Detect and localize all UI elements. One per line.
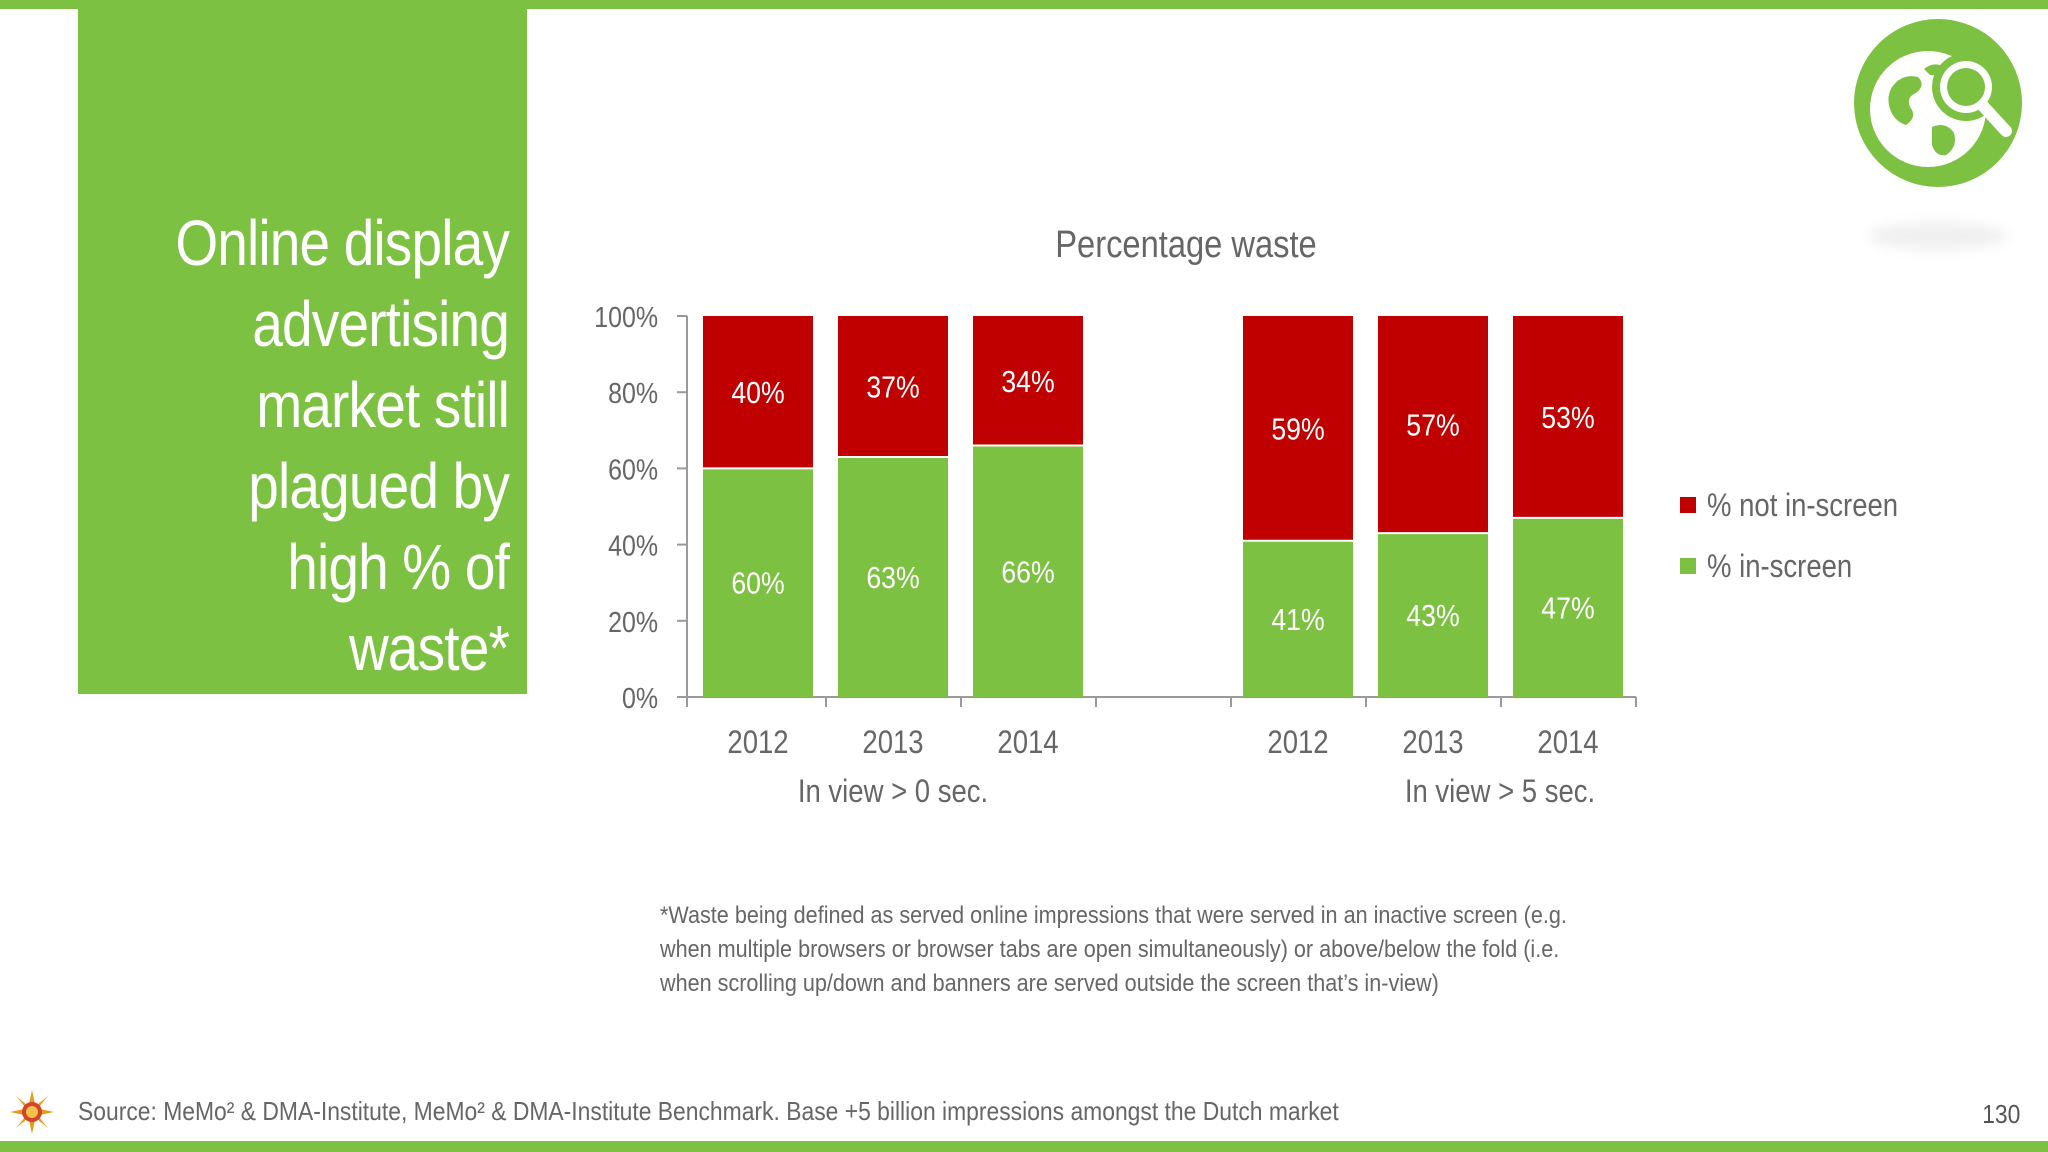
y-axis: 0% 20% 40% 60% 80% 100% <box>594 301 688 714</box>
x-tick-label: 2013 <box>862 725 923 760</box>
x-tick-label: 2013 <box>1402 725 1463 760</box>
legend-swatch <box>1680 558 1696 574</box>
title-panel: Online display advertising market still … <box>78 9 527 694</box>
bar-in-screen <box>838 456 948 697</box>
x-tick-label: 2014 <box>1537 725 1598 760</box>
y-tick-label: 100% <box>594 301 658 333</box>
data-label-not-in-screen: 57% <box>1406 409 1459 443</box>
data-label-not-in-screen: 37% <box>866 371 919 405</box>
title-line: market still <box>256 369 510 441</box>
bar-in-screen <box>1513 517 1623 697</box>
data-label-not-in-screen: 59% <box>1271 413 1324 447</box>
data-label-in-screen: 60% <box>731 567 784 601</box>
slide-title: Online display advertising market still … <box>148 203 510 689</box>
footnote-line: when scrolling up/down and banners are s… <box>660 970 1439 997</box>
footnote-line: *Waste being defined as served online im… <box>660 902 1567 929</box>
y-tick-label: 20% <box>608 606 658 638</box>
data-label-not-in-screen: 34% <box>1001 365 1054 399</box>
data-label-in-screen: 47% <box>1541 592 1594 626</box>
x-group-label: In view > 5 sec. <box>1405 774 1595 809</box>
data-label-in-screen: 43% <box>1406 599 1459 633</box>
chart-legend: % not in-screen % in-screen <box>1680 488 1898 585</box>
bar-not-in-screen <box>973 316 1083 446</box>
data-label-not-in-screen: 53% <box>1541 401 1594 435</box>
source-note: Source: MeMo² & DMA-Institute, MeMo² & D… <box>78 1096 1339 1126</box>
data-label-in-screen: 41% <box>1271 603 1324 637</box>
x-tick-label: 2012 <box>727 725 788 760</box>
bar-not-in-screen <box>1243 316 1353 541</box>
title-line: advertising <box>252 288 510 360</box>
y-tick-label: 60% <box>608 454 658 486</box>
footnote-line: when multiple browsers or browser tabs a… <box>660 936 1560 963</box>
bar-in-screen <box>1378 533 1488 697</box>
title-line: plagued by <box>248 450 510 522</box>
y-tick-label: 40% <box>608 530 658 562</box>
sun-emblem-icon <box>10 1090 54 1134</box>
title-line: Online display <box>175 207 510 279</box>
logo-shadow <box>1868 222 2008 250</box>
x-tick-label: 2012 <box>1267 725 1328 760</box>
title-line: high % of <box>287 531 510 603</box>
bar-in-screen <box>1243 540 1353 697</box>
bar-not-in-screen <box>838 316 948 457</box>
data-label-in-screen: 66% <box>1001 555 1054 589</box>
legend-label: % not in-screen <box>1707 488 1898 523</box>
x-group-label: In view > 0 sec. <box>798 774 988 809</box>
data-label-in-screen: 63% <box>866 561 919 595</box>
bar-in-screen <box>703 468 813 697</box>
y-tick-label: 80% <box>608 377 658 409</box>
footnote: *Waste being defined as served online im… <box>660 899 1614 1001</box>
globe-search-icon <box>1854 19 2022 187</box>
legend-swatch <box>1680 497 1696 513</box>
legend-label: % in-screen <box>1707 549 1852 584</box>
bar-not-in-screen <box>1513 316 1623 518</box>
title-line: waste* <box>348 612 510 684</box>
y-tick-label: 0% <box>622 682 658 714</box>
bar-not-in-screen <box>1378 316 1488 534</box>
x-tick-label: 2014 <box>997 725 1058 760</box>
top-accent-bar <box>0 0 2048 9</box>
x-axis: 2012 2013 2014 2012 2013 2014 In view > 0 sec.… <box>686 696 1637 810</box>
bar-in-screen <box>973 445 1083 697</box>
data-label-not-in-screen: 40% <box>731 376 784 410</box>
page-number: 130 <box>1981 1099 2020 1129</box>
bottom-accent-bar <box>0 1141 2048 1152</box>
bar-not-in-screen <box>703 316 813 469</box>
bar-series <box>703 316 1623 697</box>
bar-data-labels: 60% 40% 63% 37% 66% 34% 41% 59% 43% 57% 47% 53% <box>731 365 1594 637</box>
chart-title: Percentage waste <box>1055 223 1316 266</box>
